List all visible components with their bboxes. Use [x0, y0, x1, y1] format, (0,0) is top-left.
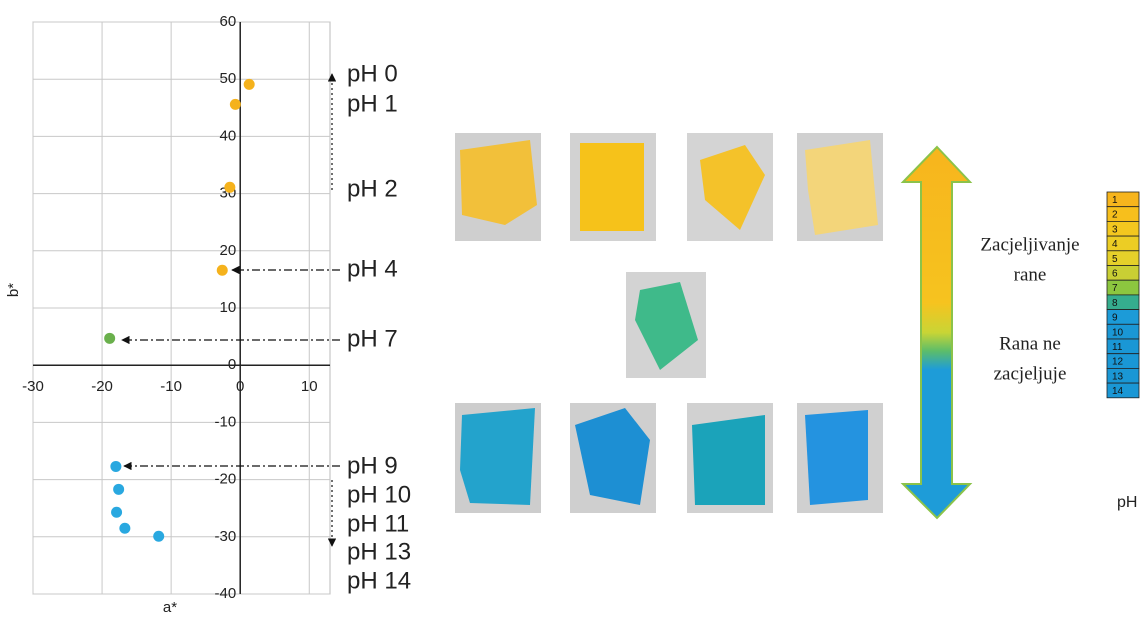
ph-level: 14 [1112, 386, 1124, 397]
ph-level: 9 [1112, 313, 1118, 324]
ph-level: 7 [1112, 283, 1118, 294]
film [805, 140, 878, 235]
healing-text: rane [1014, 264, 1047, 285]
ph-label: pH 14 [347, 567, 411, 594]
point [224, 182, 235, 193]
ph-level: 12 [1112, 357, 1124, 368]
ph-level: 8 [1112, 298, 1118, 309]
healing-text: Rana ne [999, 333, 1061, 354]
x-tick-label: -10 [160, 378, 182, 395]
x-tick-label: -20 [91, 378, 113, 395]
point [217, 265, 228, 276]
figure: -30-20-10010-40-30-20-100102030405060a*b… [0, 0, 1142, 618]
ph-label: pH 2 [347, 175, 398, 202]
point [230, 99, 241, 110]
y-tick-label: -10 [215, 413, 237, 430]
healing-arrow [903, 147, 970, 518]
y-axis-label: b* [5, 283, 22, 297]
y-tick-label: 20 [220, 242, 237, 259]
ph-level: 6 [1112, 268, 1118, 279]
point [153, 531, 164, 542]
y-tick-label: -30 [215, 528, 237, 545]
point [110, 461, 121, 472]
ph-level: 10 [1112, 327, 1124, 338]
x-tick-label: -30 [22, 378, 44, 395]
point [111, 507, 122, 518]
film [460, 408, 535, 505]
ph-label: pH 7 [347, 325, 398, 352]
y-tick-label: 50 [220, 70, 237, 87]
y-tick-label: -20 [215, 471, 237, 488]
y-tick-label: 60 [220, 13, 237, 30]
film [805, 410, 868, 505]
point [104, 333, 115, 344]
ph-label: pH 11 [347, 510, 409, 537]
ph-level: 2 [1112, 210, 1118, 221]
film [580, 143, 644, 231]
point [119, 523, 130, 534]
ph-label: pH 4 [347, 255, 398, 282]
ph-label: pH 13 [347, 538, 411, 565]
ph-level: 5 [1112, 254, 1118, 265]
ph-label: pH 1 [347, 90, 398, 117]
x-tick-label: 10 [301, 378, 318, 395]
scatter-chart: -30-20-10010-40-30-20-100102030405060a*b… [5, 13, 330, 616]
film [692, 415, 765, 505]
x-axis-label: a* [163, 599, 177, 616]
y-tick-label: 10 [220, 299, 237, 316]
ph-level: 13 [1112, 371, 1124, 382]
healing-text: zacjeljuje [994, 363, 1067, 384]
ph-label: pH 9 [347, 452, 398, 479]
healing-text: Zacjeljivanje [980, 234, 1079, 255]
ph-level: 1 [1112, 195, 1118, 206]
ph-label: pH 0 [347, 60, 398, 87]
y-tick-label: 40 [220, 127, 237, 144]
point [244, 79, 255, 90]
ph-level: 3 [1112, 224, 1118, 235]
y-tick-label: -40 [215, 585, 237, 602]
ph-level: 4 [1112, 239, 1118, 250]
ph-scale-label: pH [1117, 494, 1137, 511]
point [113, 484, 124, 495]
ph-label: pH 10 [347, 481, 411, 508]
photos [455, 133, 883, 513]
ph-level: 11 [1112, 342, 1123, 353]
